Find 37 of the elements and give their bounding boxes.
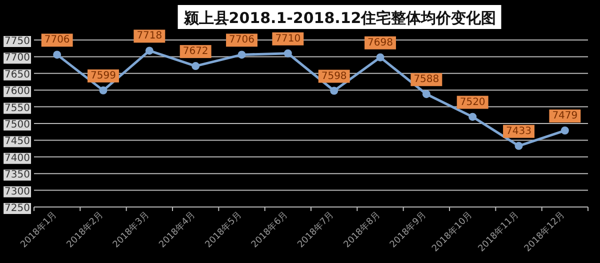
y-tick-label: 7750 [4,36,30,47]
data-label: 7698 [368,37,393,48]
point [330,86,338,95]
point [376,53,384,62]
data-label: 7718 [136,30,162,42]
y-tick-label: 7600 [4,86,30,98]
title: 颍上县2018.1-2018.12住宅整体均价变化图 [178,5,502,29]
data-label: 7479 [552,110,578,122]
y-tick-label: 7650 [4,69,30,80]
data-label: 7710 [275,33,301,44]
y-tick-label: 7400 [4,152,30,164]
y-tick-label: 7550 [4,102,30,114]
data-label: 7672 [182,46,208,58]
data-label: 7706 [44,34,70,46]
data-label: 7706 [229,34,254,46]
point [99,86,108,94]
data-label: 7599 [90,70,116,82]
data-label: 7520 [460,96,486,108]
point [284,49,292,58]
point [422,90,430,98]
y-tick-label: 7250 [4,203,30,214]
point [145,46,154,55]
data-label: 7588 [414,74,440,86]
point [53,50,62,59]
point [192,62,200,70]
data-label: 7433 [506,126,532,137]
y-tick-label: 7350 [4,170,30,181]
y-tick-label: 7700 [4,52,30,64]
point [468,112,477,121]
y-tick-label: 7450 [4,136,30,148]
chart-title: 颍上县2018.1-2018.12住宅整体均价变化图 [182,9,496,27]
y-tick-label: 7300 [4,186,30,198]
y-tick-label: 7500 [4,120,30,130]
point [514,142,523,150]
point [238,50,246,59]
point [560,126,569,135]
data-label: 7598 [321,70,347,82]
